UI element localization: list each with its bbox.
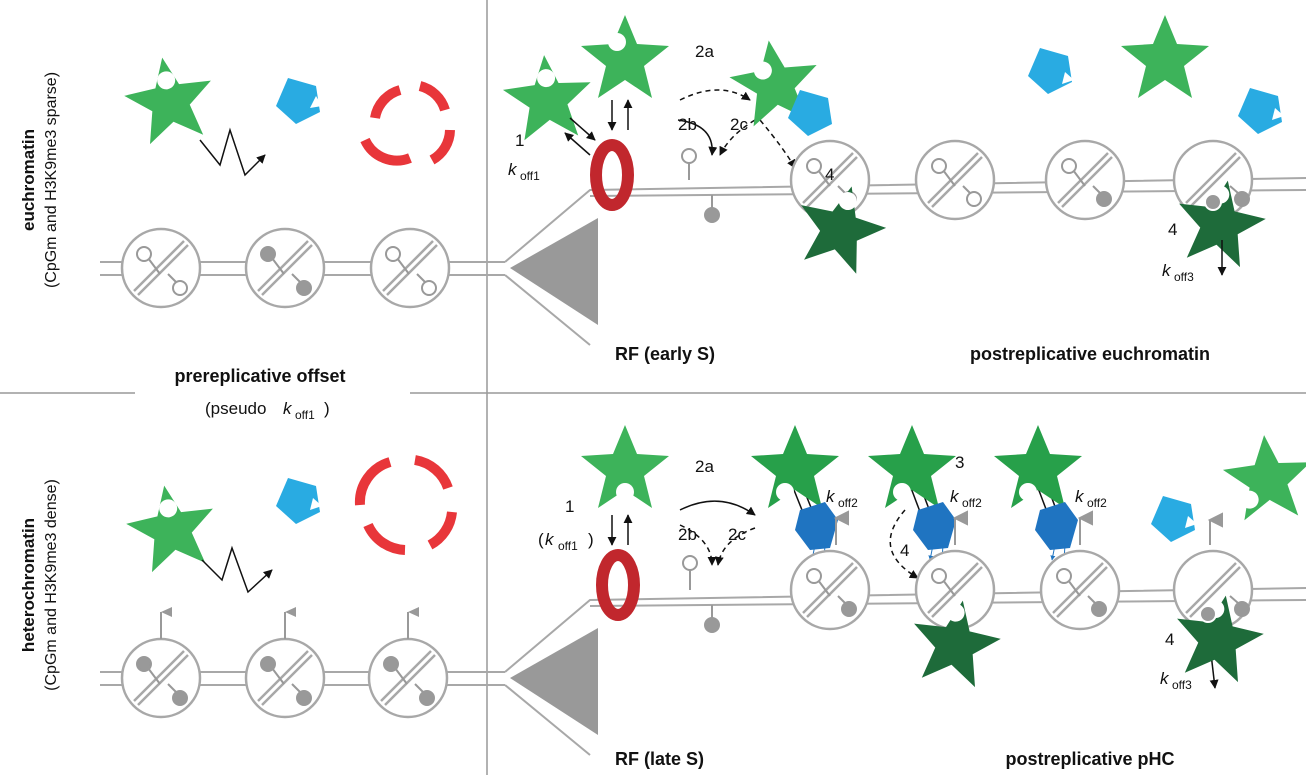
k-off2-1: k bbox=[826, 487, 836, 506]
side-label-bottom-line1: heterochromatin bbox=[19, 518, 38, 652]
side-label-euchromatin: euchromatin (CpGm and H3K9me3 sparse) bbox=[19, 72, 60, 288]
polymerase-bottom bbox=[510, 628, 598, 735]
partner-free-bottom-right bbox=[1151, 496, 1197, 542]
partner-free-bottom-left bbox=[276, 478, 322, 524]
step-3-bottom: 3 bbox=[955, 453, 964, 472]
off2-2: off2 bbox=[962, 496, 982, 510]
methyl-mark-bound-top bbox=[1204, 193, 1222, 211]
step-2b-bottom: 2b bbox=[678, 525, 697, 544]
nucleosome-post-top-3 bbox=[1044, 139, 1126, 221]
paren-open-bottom: ( bbox=[538, 530, 544, 549]
uhrf1-bound-bottom-3 bbox=[994, 425, 1082, 508]
uhrf1-free-top-left bbox=[118, 50, 220, 148]
nucleosome-post-bottom-3 bbox=[1039, 549, 1121, 631]
methyl-marks-fork-top bbox=[681, 148, 720, 223]
step-4a-top: 4 bbox=[825, 165, 834, 184]
methyl-marks-fork-bottom bbox=[682, 555, 720, 633]
k-off1-top: k bbox=[508, 160, 518, 179]
step-2c-top: 2c bbox=[730, 115, 748, 134]
nucleosome-top-1 bbox=[120, 227, 202, 309]
off2-3: off2 bbox=[1087, 496, 1107, 510]
uhrf1-fork-top-2 bbox=[581, 15, 669, 98]
label-rf-early: RF (early S) bbox=[615, 344, 715, 364]
methyl-marks-top-left bbox=[136, 246, 437, 296]
k-off1-bottom: k bbox=[545, 530, 555, 549]
step-1-bottom: 1 bbox=[565, 497, 574, 516]
zigzag-arrow-bottom bbox=[201, 545, 273, 594]
side-label-heterochromatin: heterochromatin (CpGm and H3K9me3 dense) bbox=[19, 479, 60, 691]
step-2b-top: 2b bbox=[678, 115, 697, 134]
methyl-mark-bound-bottom bbox=[1199, 605, 1217, 623]
uhrf1-free-bottom-left bbox=[120, 478, 222, 576]
label-pseudo-sub: off1 bbox=[295, 408, 315, 422]
label-rf-late: RF (late S) bbox=[615, 749, 704, 769]
partner-free-top-right-1 bbox=[1028, 48, 1074, 94]
side-label-top-line1: euchromatin bbox=[19, 129, 38, 231]
step-2a-bottom: 2a bbox=[695, 457, 714, 476]
label-pseudo-open: (pseudo bbox=[205, 399, 266, 418]
nucleosome-bottom-3 bbox=[367, 637, 449, 719]
off2-1: off2 bbox=[838, 496, 858, 510]
k-off3-bottom: k bbox=[1160, 669, 1170, 688]
nucleosome-top-2 bbox=[244, 227, 326, 309]
label-pseudo-close: ) bbox=[324, 399, 330, 418]
uhrf1-hemi-bottom-1 bbox=[905, 593, 1007, 691]
side-label-top-line2: (CpGm and H3K9me3 sparse) bbox=[43, 72, 60, 288]
uhrf1-bound-top-1 bbox=[787, 175, 895, 279]
partner-free-top-right-2 bbox=[1238, 88, 1284, 134]
uhrf1-free-bottom-right bbox=[1220, 431, 1306, 522]
step-4b-top: 4 bbox=[1168, 220, 1177, 239]
nucleosome-post-top-2 bbox=[914, 139, 996, 221]
zigzag-arrow-top bbox=[199, 127, 266, 177]
polymerase-top bbox=[510, 218, 598, 325]
off1-top: off1 bbox=[520, 169, 540, 183]
k-off3-top: k bbox=[1162, 261, 1172, 280]
nucleosome-bottom-1 bbox=[120, 637, 202, 719]
off3-bottom: off3 bbox=[1172, 678, 1192, 692]
off3-top: off3 bbox=[1174, 270, 1194, 284]
off1-bottom: off1 bbox=[558, 539, 578, 553]
flags-bottom bbox=[833, 510, 1223, 545]
nucleosome-top-3 bbox=[369, 227, 451, 309]
methyl-marks-post-bottom bbox=[806, 568, 1250, 617]
ring-fragments-top bbox=[360, 81, 455, 166]
ring-fragments-bottom bbox=[354, 455, 457, 555]
partner-bound-bottom bbox=[795, 502, 1078, 550]
step-2c-bottom: 2c bbox=[728, 525, 746, 544]
step-4a-bottom: 4 bbox=[900, 541, 909, 560]
label-post-phc: postreplicative pHC bbox=[1005, 749, 1174, 769]
partner-free-top-left bbox=[276, 78, 322, 124]
label-pseudo-k: k bbox=[283, 399, 293, 418]
nucleosome-bottom-2 bbox=[244, 637, 326, 719]
uhrf1-bound-bottom-1 bbox=[751, 425, 839, 508]
uhrf1-free-top-right bbox=[1121, 15, 1209, 98]
uhrf1-fork-top-1 bbox=[500, 51, 596, 142]
binding-arrows-bottom bbox=[607, 479, 1219, 689]
paren-close-bottom: ) bbox=[588, 530, 594, 549]
methyl-marks-post-top bbox=[806, 158, 1250, 207]
uhrf1-bound-bottom-2 bbox=[868, 425, 956, 508]
step-4b-bottom: 4 bbox=[1165, 630, 1174, 649]
pcna-ring-bottom bbox=[596, 549, 640, 621]
k-off2-3: k bbox=[1075, 487, 1085, 506]
uhrf1-hemi-top-complex bbox=[725, 34, 824, 129]
k-off2-2: k bbox=[950, 487, 960, 506]
label-prereplicative: prereplicative offset bbox=[174, 366, 345, 386]
methyl-marks-bottom-left bbox=[136, 607, 435, 706]
nucleosome-post-bottom-1 bbox=[789, 549, 871, 631]
side-label-bottom-line2: (CpGm and H3K9me3 dense) bbox=[43, 479, 60, 691]
label-post-euchromatin: postreplicative euchromatin bbox=[970, 344, 1210, 364]
step-1-top: 1 bbox=[515, 131, 524, 150]
pcna-ring-top bbox=[590, 139, 634, 211]
uhrf1-fork-bottom bbox=[581, 425, 669, 508]
step-2a-top: 2a bbox=[695, 42, 714, 61]
